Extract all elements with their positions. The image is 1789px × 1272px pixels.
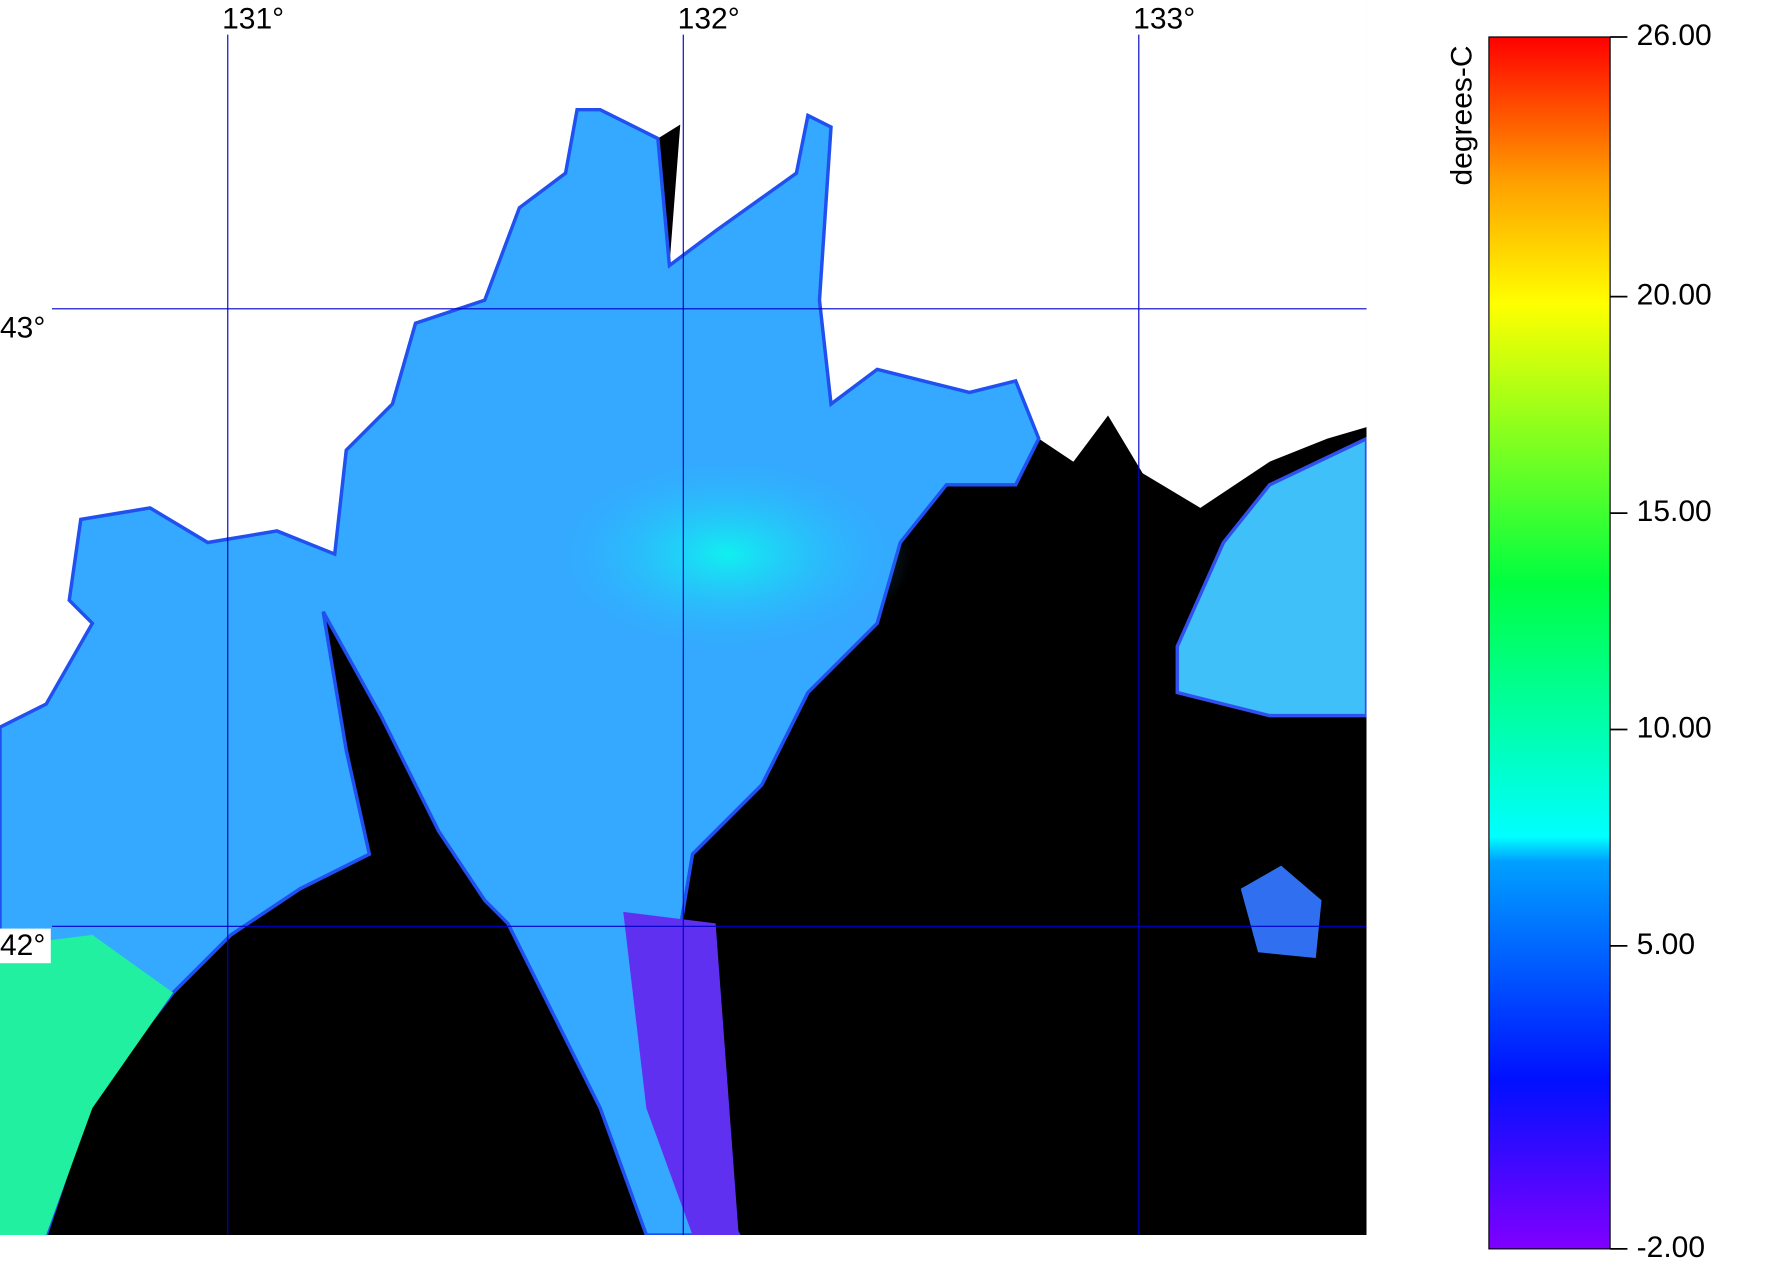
sea-surface-patch [1240, 865, 1322, 959]
colorbar-tick-label: 10.00 [1637, 711, 1712, 744]
land [0, 0, 1367, 728]
warm-patch [542, 450, 912, 658]
sea-surface-east [1175, 436, 1367, 718]
colorbar-tick-label: -2.00 [1637, 1231, 1705, 1264]
longitude-label: 133° [1133, 3, 1195, 36]
latitude-label: 42° [0, 929, 45, 962]
latitude-label-box [0, 311, 51, 346]
colorbar-label: degrees-C [1445, 45, 1478, 185]
longitude-label: 132° [678, 3, 740, 36]
colorbar-tick-label: 15.00 [1637, 495, 1712, 528]
longitude-label: 131° [222, 3, 284, 36]
latitude-label-box [0, 928, 51, 964]
sea-surface [0, 107, 1041, 1236]
colorbar [1488, 36, 1611, 1250]
colorbar-tick-label: 20.00 [1637, 279, 1712, 312]
latitude-label: 43° [0, 311, 45, 344]
colorbar-tick-label: 26.00 [1637, 19, 1712, 52]
colorbar-tick-label: 5.00 [1637, 928, 1695, 961]
warm-coastal-water [0, 934, 174, 1236]
sea-surface-patch [623, 911, 739, 1236]
